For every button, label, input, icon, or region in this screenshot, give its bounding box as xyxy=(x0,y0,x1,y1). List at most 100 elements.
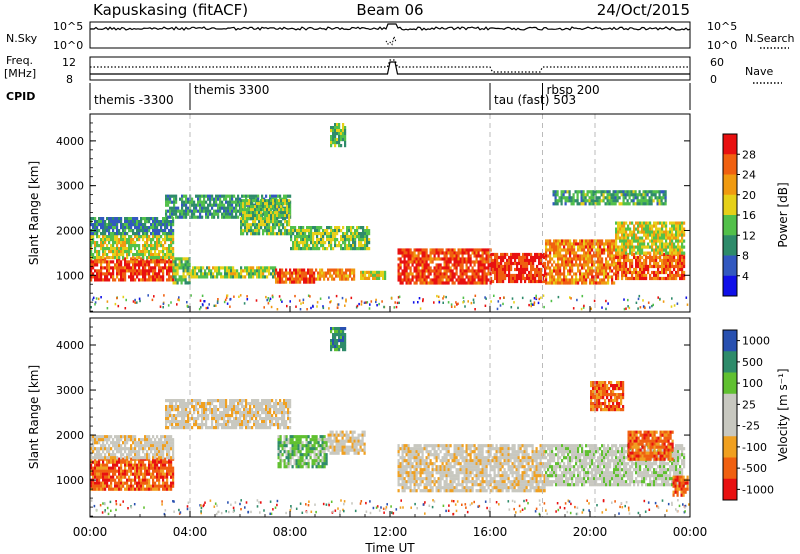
heatmap-cell xyxy=(210,272,213,276)
heatmap-cell xyxy=(290,238,293,242)
heatmap-cell xyxy=(142,238,145,242)
heatmap-cell xyxy=(284,211,287,215)
heatmap-cell xyxy=(174,275,177,279)
heatmap-cell xyxy=(178,260,181,264)
heatmap-cell xyxy=(217,212,220,216)
heatmap-cell xyxy=(508,255,511,260)
heatmap-cell xyxy=(334,229,337,233)
heatmap-cell xyxy=(561,263,564,267)
heatmap-cell xyxy=(472,298,475,301)
heatmap-cell xyxy=(659,264,662,269)
heatmap-cell xyxy=(663,236,666,240)
heatmap-cell xyxy=(449,269,452,273)
heatmap-cell xyxy=(599,245,602,249)
heatmap-cell xyxy=(126,484,129,488)
heatmap-cell xyxy=(569,248,572,252)
heatmap-cell xyxy=(337,303,340,306)
heatmap-cell xyxy=(619,251,622,255)
heatmap-cell xyxy=(146,226,149,230)
heatmap-cell xyxy=(114,256,117,260)
heatmap-cell xyxy=(130,250,133,254)
heatmap-cell xyxy=(295,268,298,272)
heatmap-cell xyxy=(140,447,143,451)
heatmap-cell xyxy=(246,266,249,270)
heatmap-cell xyxy=(339,274,342,278)
heatmap-cell xyxy=(124,229,127,233)
heatmap-cell xyxy=(122,295,125,299)
heatmap-cell xyxy=(564,199,567,203)
heatmap-cell xyxy=(629,267,632,272)
heatmap-cell xyxy=(590,196,593,200)
heatmap-cell xyxy=(166,250,169,254)
heatmap-cell xyxy=(106,472,109,476)
heatmap-cell xyxy=(201,209,204,213)
heatmap-cell xyxy=(417,260,420,264)
heatmap-cell xyxy=(216,300,219,303)
heatmap-cell xyxy=(401,281,404,285)
heatmap-cell xyxy=(168,229,171,233)
heatmap-cell xyxy=(609,263,612,267)
heatmap-cell xyxy=(403,263,406,267)
heatmap-cell xyxy=(556,193,559,197)
heatmap-cell xyxy=(417,278,420,282)
heatmap-cell xyxy=(619,224,622,228)
heatmap-cell xyxy=(502,255,505,260)
cpid-segment-label: rbsp 200 xyxy=(547,83,600,97)
heatmap-cell xyxy=(125,298,127,302)
heatmap-cell xyxy=(647,233,650,237)
heatmap-cell xyxy=(240,232,243,236)
heatmap-cell xyxy=(158,250,161,254)
heatmap-cell xyxy=(102,447,105,451)
heatmap-cell xyxy=(601,251,604,255)
heatmap-cell xyxy=(477,260,480,264)
heatmap-cell xyxy=(236,269,239,273)
heatmap-cell xyxy=(110,272,113,276)
heatmap-cell xyxy=(199,200,202,204)
heatmap-cell xyxy=(673,242,676,246)
heatmap-cell xyxy=(167,197,170,201)
heatmap-cell xyxy=(160,475,163,479)
power-cells xyxy=(90,123,689,311)
heatmap-cell xyxy=(622,196,625,200)
heatmap-cell xyxy=(297,268,300,272)
heatmap-cell xyxy=(138,487,141,491)
heatmap-cell xyxy=(504,273,507,278)
heatmap-cell xyxy=(112,241,115,245)
heatmap-cell xyxy=(221,212,224,216)
colorbar-swatch xyxy=(723,154,737,175)
heatmap-cell xyxy=(199,215,202,219)
heatmap-cell xyxy=(134,460,137,464)
heatmap-cell xyxy=(411,278,414,282)
heatmap-cell xyxy=(254,272,257,276)
heatmap-cell xyxy=(655,221,658,225)
heatmap-cell xyxy=(631,230,634,234)
heatmap-cell xyxy=(580,199,583,203)
heatmap-cell xyxy=(176,272,179,276)
heatmap-cell xyxy=(467,278,470,282)
heatmap-cell xyxy=(354,241,357,245)
heatmap-cell xyxy=(206,275,209,279)
freq-left-label: Freq. xyxy=(6,54,33,67)
heatmap-cell xyxy=(229,203,232,207)
heatmap-cell xyxy=(598,199,601,203)
heatmap-cell xyxy=(146,269,149,273)
heatmap-cell xyxy=(659,236,662,240)
heatmap-cell xyxy=(90,266,93,270)
heatmap-cell xyxy=(138,266,141,270)
heatmap-cell xyxy=(191,203,194,207)
heatmap-cell xyxy=(617,248,620,252)
heatmap-cell xyxy=(637,224,640,228)
heatmap-cell xyxy=(187,200,190,204)
heatmap-cell xyxy=(577,263,580,267)
heatmap-cell xyxy=(112,235,115,239)
heatmap-cell xyxy=(98,441,101,445)
heatmap-cell xyxy=(681,236,684,240)
heatmap-cell xyxy=(435,278,438,282)
heatmap-cell xyxy=(390,297,393,300)
heatmap-cell xyxy=(138,456,141,460)
heatmap-cell xyxy=(599,263,602,267)
heatmap-cell xyxy=(112,223,115,227)
heatmap-cell xyxy=(104,250,107,254)
heatmap-cell xyxy=(92,275,95,279)
heatmap-cell xyxy=(630,193,633,197)
